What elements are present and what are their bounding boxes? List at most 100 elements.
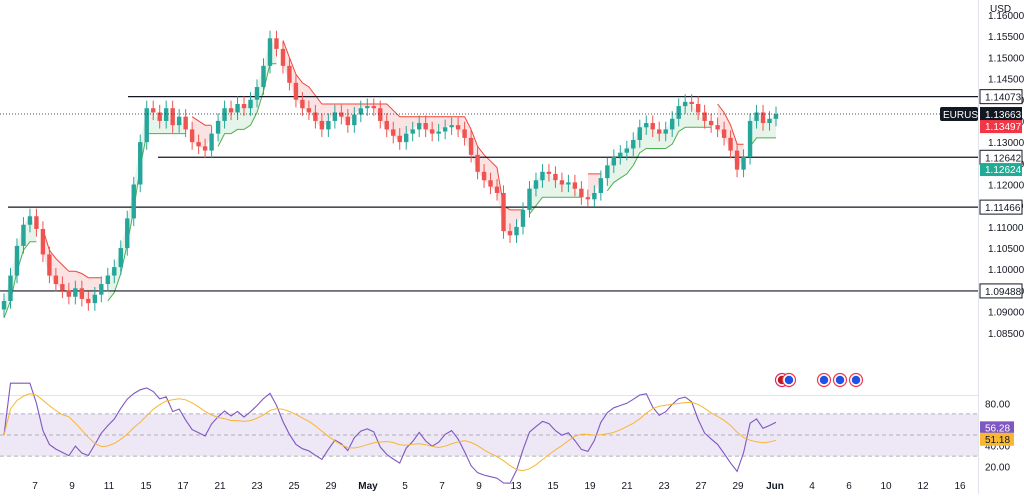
candle-body <box>378 108 383 121</box>
candle-body <box>248 99 253 109</box>
stop-up-fill <box>218 38 277 147</box>
candle-body <box>21 224 26 246</box>
candle-body <box>404 133 409 143</box>
candle-body <box>468 137 474 155</box>
candle-body <box>189 129 195 143</box>
time-axis-label: 5 <box>402 481 408 492</box>
candle-body <box>572 182 578 189</box>
level-price-tag: 1.12642 <box>979 149 1023 165</box>
candle-body <box>293 82 299 100</box>
time-axis-label: 21 <box>621 481 633 492</box>
level-price-tag: 1.11466 <box>979 199 1023 215</box>
candle-body <box>559 180 565 185</box>
time-axis-label: Jun <box>766 481 784 492</box>
candle-body <box>579 188 584 198</box>
price-tick-label: 1.10500 <box>988 244 1024 255</box>
rsi-value-tag-label: 56.28 <box>985 423 1010 434</box>
candle-body <box>300 99 305 109</box>
event-marker-icon <box>832 372 848 388</box>
price-tick-label: 1.12000 <box>988 180 1024 191</box>
stop-up-line <box>749 137 776 147</box>
rsi-tick-label: 40.00 <box>985 442 1010 453</box>
candle-body <box>423 123 428 130</box>
level-price-tag: 1.14073 <box>979 89 1023 105</box>
candle-body <box>241 103 247 109</box>
candle-body <box>391 129 396 136</box>
time-axis-label: 7 <box>32 481 38 492</box>
candle-body <box>222 108 227 121</box>
candle-body <box>358 108 364 115</box>
level-price-tag-label: 1.12642 <box>985 153 1022 164</box>
candle-body <box>546 171 552 174</box>
candle-body <box>540 171 545 181</box>
candle-body <box>144 108 149 143</box>
rsi-band-fill <box>0 413 978 457</box>
rsi-ma-tag: 51.18 <box>980 432 1014 446</box>
candle-body <box>624 148 629 153</box>
price-tick-label: 1.09000 <box>988 308 1024 319</box>
time-axis-label: 11 <box>104 481 115 492</box>
price-tick-label: 1.15000 <box>988 53 1024 64</box>
rsi-ma-line <box>3 393 777 472</box>
stop-up-line <box>529 196 582 215</box>
candle-body <box>436 131 441 134</box>
stop-upper-tag-label: 1.13497 <box>985 122 1022 133</box>
level-price-tag-label: 1.09488 <box>985 287 1022 298</box>
candle-body <box>657 129 662 134</box>
candle-body <box>637 127 642 140</box>
candle-body <box>105 275 110 285</box>
stop-lower-tag-label: 1.12624 <box>985 165 1022 176</box>
candle-body <box>176 116 182 126</box>
candle-body <box>618 152 623 157</box>
candle-body <box>708 120 714 126</box>
candle-body <box>34 216 39 229</box>
event-marker-core <box>819 375 829 385</box>
candle-body <box>475 154 480 172</box>
candle-body <box>689 101 694 104</box>
candle-body <box>345 116 351 126</box>
candle-body <box>151 108 156 113</box>
price-tick-label: 1.14500 <box>988 75 1024 86</box>
level-price-tag-label: 1.14073 <box>985 93 1022 104</box>
time-axis-label: 29 <box>732 481 744 492</box>
candle-body <box>488 180 493 187</box>
candle-body <box>605 165 610 179</box>
candle-body <box>287 65 292 83</box>
candle-body <box>319 120 325 130</box>
stop-down-line <box>717 103 744 145</box>
candle-body <box>131 184 136 219</box>
candle-body <box>254 87 260 100</box>
candle-body <box>598 178 604 193</box>
candle-body <box>527 188 532 210</box>
candle-body <box>267 38 273 66</box>
candle-body <box>125 218 130 249</box>
level-price-tag-label: 1.11466 <box>985 203 1021 214</box>
price-tick-label: 1.15500 <box>988 32 1024 43</box>
candle-body <box>754 112 759 121</box>
time-axis-label: 23 <box>658 481 670 492</box>
price-tick-label: 1.16000 <box>988 11 1024 22</box>
candle-body <box>118 248 123 268</box>
time-axis-label: 6 <box>846 481 852 492</box>
candle-body <box>73 288 78 297</box>
candle-body <box>553 173 558 181</box>
candle-body <box>202 146 208 151</box>
stop-up-fill <box>107 108 186 301</box>
candle-body <box>715 125 720 130</box>
candle-body <box>397 135 402 143</box>
time-axis-label: 25 <box>288 481 300 492</box>
time-axis-label: 10 <box>880 481 892 492</box>
candle-body <box>566 182 571 185</box>
candle-body <box>481 171 487 181</box>
candle-body <box>462 129 467 138</box>
time-axis-label: 27 <box>695 481 707 492</box>
candle-body <box>442 127 448 132</box>
candle-body <box>533 180 539 189</box>
candle-body <box>235 103 240 113</box>
event-marker-core <box>835 375 845 385</box>
candle-body <box>695 103 701 113</box>
candle-body <box>352 114 357 126</box>
candle-body <box>494 186 500 193</box>
